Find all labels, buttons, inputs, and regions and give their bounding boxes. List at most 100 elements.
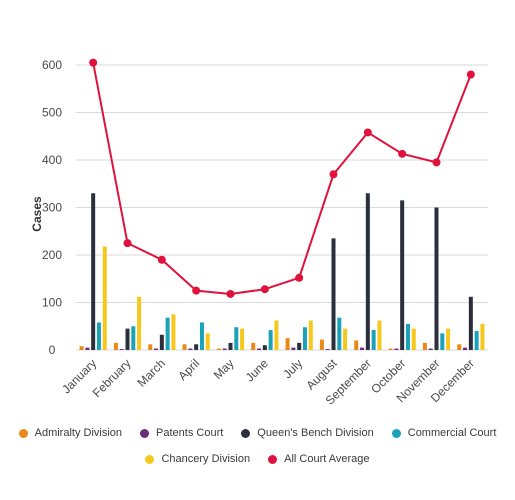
- line-layer: [89, 58, 475, 298]
- line-point-january: [89, 58, 98, 67]
- legend-row: Chancery Division All Court Average: [0, 446, 515, 472]
- bar-commercial-court-july: [302, 327, 307, 350]
- bar-patents-court-june: [257, 348, 262, 350]
- legend-marker: [391, 428, 401, 438]
- bar-patents-court-november: [428, 348, 433, 350]
- legend-marker: [140, 428, 150, 438]
- bar-patents-court-february: [119, 349, 124, 350]
- legend-label: Queen's Bench Division: [257, 427, 374, 439]
- bar-commercial-court-march: [165, 317, 170, 350]
- x-tick-label: June: [243, 356, 272, 385]
- x-tick-label: July: [280, 356, 305, 381]
- legend-marker: [18, 428, 28, 438]
- legend-item: All Court Average: [268, 453, 370, 465]
- y-axis-title: Cases: [30, 196, 44, 232]
- bar-admiralty-division-january: [79, 346, 84, 350]
- bar-admiralty-division-september: [354, 340, 359, 350]
- y-tick-label: 200: [42, 248, 62, 262]
- line-point-june: [260, 285, 269, 294]
- legend: Admiralty Division Patents Court Queen's B…: [0, 420, 515, 472]
- legend-item: Chancery Division: [145, 453, 250, 465]
- bar-queen-s-bench-division-june: [262, 345, 267, 350]
- bar-admiralty-division-august: [319, 339, 324, 350]
- y-tick-label: 500: [42, 106, 62, 120]
- bar-admiralty-division-june: [251, 342, 256, 350]
- bar-queen-s-bench-division-may: [228, 342, 233, 350]
- bar-commercial-court-august: [337, 317, 342, 350]
- x-tick-label: February: [90, 356, 134, 400]
- bar-commercial-court-june: [268, 330, 273, 350]
- legend-item: Queen's Bench Division: [241, 427, 374, 439]
- bar-queen-s-bench-division-november: [434, 207, 439, 350]
- legend-marker: [241, 428, 251, 438]
- bar-patents-court-may: [222, 348, 227, 350]
- bar-admiralty-division-december: [457, 344, 462, 350]
- bar-chancery-division-september: [377, 320, 382, 350]
- legend-marker: [145, 454, 155, 464]
- legend-label: Chancery Division: [161, 453, 251, 465]
- bar-admiralty-division-april: [182, 344, 187, 350]
- bar-commercial-court-may: [234, 327, 239, 350]
- bar-chancery-division-november: [446, 328, 451, 350]
- line-all-court-average: [92, 62, 472, 295]
- y-tick-label: 400: [42, 153, 62, 167]
- bar-chancery-division-april: [205, 333, 210, 350]
- bar-patents-court-march: [154, 348, 159, 350]
- bar-queen-s-bench-division-april: [194, 344, 199, 350]
- bar-admiralty-division-october: [388, 348, 393, 350]
- bar-queen-s-bench-division-february: [125, 328, 130, 350]
- bar-admiralty-division-may: [216, 348, 221, 350]
- legend-row: Admiralty Division Patents Court Queen's B…: [0, 420, 515, 446]
- bar-chancery-division-october: [411, 328, 416, 350]
- bar-chancery-division-july: [308, 320, 313, 350]
- line-point-july: [295, 273, 304, 282]
- y-tick-label: 0: [49, 343, 56, 357]
- legend-marker: [268, 454, 278, 464]
- bar-chancery-division-august: [343, 328, 348, 350]
- bar-chancery-division-may: [240, 328, 245, 350]
- y-tick-label: 300: [42, 201, 62, 215]
- legend-item: Commercial Court: [391, 427, 497, 439]
- bar-chancery-division-june: [274, 320, 279, 350]
- line-point-march: [157, 255, 166, 264]
- bar-commercial-court-february: [131, 326, 136, 350]
- legend-label: Admiralty Division: [34, 427, 123, 439]
- bar-patents-court-december: [463, 347, 468, 350]
- legend-label: Commercial Court: [407, 427, 497, 439]
- bar-patents-court-august: [325, 349, 330, 350]
- y-tick-label: 100: [42, 296, 62, 310]
- line-point-november: [432, 158, 441, 167]
- bar-patents-court-october: [394, 348, 399, 350]
- bar-queen-s-bench-division-september: [365, 193, 370, 350]
- line-point-may: [226, 289, 235, 298]
- x-tick-label: May: [211, 356, 237, 382]
- line-point-august: [329, 170, 338, 179]
- line-point-october: [398, 149, 407, 158]
- bar-admiralty-division-march: [148, 344, 153, 350]
- legend-label: Patents Court: [156, 427, 224, 439]
- bar-layer: [79, 193, 485, 350]
- bar-patents-court-july: [291, 347, 296, 350]
- bar-queen-s-bench-division-december: [468, 296, 473, 350]
- bar-queen-s-bench-division-march: [159, 334, 164, 350]
- bar-commercial-court-september: [371, 330, 376, 350]
- x-tick-label: April: [175, 356, 202, 383]
- bar-queen-s-bench-division-august: [331, 238, 336, 350]
- bar-patents-court-april: [188, 348, 193, 350]
- line-point-september: [363, 128, 372, 137]
- bar-admiralty-division-february: [113, 342, 118, 350]
- bar-queen-s-bench-division-january: [91, 193, 96, 350]
- x-tick-label: March: [134, 356, 167, 389]
- line-point-february: [123, 239, 132, 248]
- line-point-december: [466, 70, 475, 79]
- legend-item: Patents Court: [140, 427, 223, 439]
- bar-admiralty-division-july: [285, 338, 290, 350]
- bar-commercial-court-january: [96, 322, 101, 350]
- bar-commercial-court-october: [405, 323, 410, 350]
- bar-commercial-court-december: [474, 331, 479, 350]
- bar-patents-court-january: [85, 347, 90, 350]
- legend-label: All Court Average: [284, 453, 370, 465]
